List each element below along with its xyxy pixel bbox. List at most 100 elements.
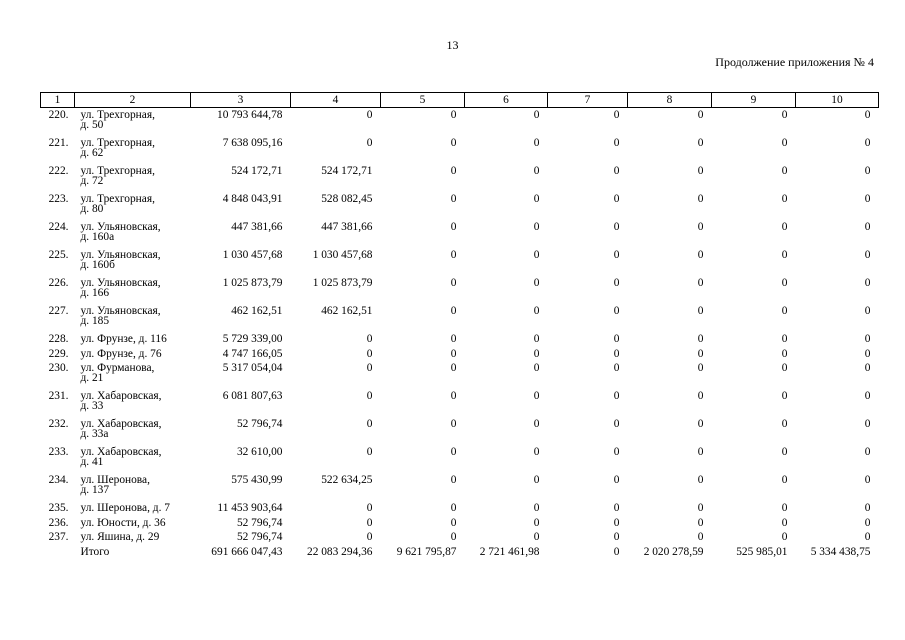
house-number-line: д. 185 bbox=[80, 315, 110, 327]
total-value-cell: 9 621 795,87 bbox=[396, 545, 457, 558]
value-cell: 0 bbox=[533, 109, 540, 121]
total-value-cell: 691 666 047,43 bbox=[211, 545, 283, 558]
row-number: 229. bbox=[48, 347, 69, 360]
address-cell: ул. Хабаровская, д. 33а bbox=[75, 418, 191, 447]
value-cell: 0 bbox=[781, 362, 788, 375]
value-cell: 11 453 903,64 bbox=[217, 502, 283, 515]
value-cell: 524 172,71 bbox=[321, 165, 373, 177]
value-cell: 52 796,74 bbox=[236, 531, 283, 544]
total-value-cell: 0 bbox=[613, 545, 620, 558]
house-number-line: д. 41 bbox=[80, 456, 104, 469]
address-line: ул. Трехгорная, bbox=[80, 165, 155, 177]
address-cell: ул. Хабаровская, д. 33 bbox=[75, 390, 191, 419]
value-cell: 6 081 807,63 bbox=[222, 390, 283, 403]
table-header: 1 2 3 4 5 6 7 8 9 10 bbox=[40, 92, 879, 108]
value-cell: 0 bbox=[613, 165, 620, 177]
column-header: 7 bbox=[547, 92, 628, 108]
table-row: 231. ул. Хабаровская, д. 33 6 081 807,63 0 0 0… bbox=[41, 390, 879, 419]
table-row: 221. ул. Трехгорная, д. 62 7 638 095,16 0 0 0 0… bbox=[41, 137, 879, 166]
address-cell: ул. Ульяновская, д. 160а bbox=[75, 221, 191, 250]
value-cell: 0 bbox=[781, 249, 788, 261]
data-table: 1 2 3 4 5 6 7 8 9 10 220. ул. Трехгорная,… bbox=[40, 92, 879, 562]
column-header: 10 bbox=[795, 92, 879, 108]
value-cell: 0 bbox=[613, 109, 620, 121]
value-cell: 0 bbox=[864, 193, 871, 205]
value-cell: 575 430,99 bbox=[231, 474, 283, 487]
value-cell: 0 bbox=[533, 502, 540, 515]
value-cell: 0 bbox=[781, 474, 788, 487]
value-cell: 0 bbox=[613, 418, 620, 431]
value-cell: 0 bbox=[366, 502, 373, 515]
value-cell: 0 bbox=[613, 221, 620, 233]
value-cell: 0 bbox=[613, 347, 620, 360]
table-row: 228. ул. Фрунзе, д. 116 5 729 339,00 0 0 0 0 0 0… bbox=[41, 333, 879, 349]
row-number: 233. bbox=[48, 446, 69, 459]
row-number: 230. bbox=[48, 362, 69, 375]
value-cell: 462 162,51 bbox=[231, 305, 283, 317]
address-line: ул. Ульяновская, bbox=[80, 221, 161, 233]
value-cell: 0 bbox=[864, 446, 871, 459]
value-cell: 0 bbox=[613, 502, 620, 515]
value-cell: 0 bbox=[781, 446, 788, 459]
value-cell: 0 bbox=[613, 446, 620, 459]
value-cell: 0 bbox=[533, 531, 540, 544]
row-number: 226. bbox=[48, 277, 69, 289]
house-number-line: д. 33 bbox=[80, 400, 104, 413]
table-row: 224. ул. Ульяновская, д. 160а 447 381,66 447… bbox=[41, 221, 879, 250]
value-cell: 0 bbox=[366, 362, 373, 375]
address-line: ул. Хабаровская, bbox=[80, 390, 162, 403]
value-cell: 1 025 873,79 bbox=[312, 277, 373, 289]
value-cell: 0 bbox=[613, 249, 620, 261]
address-cell: ул. Трехгорная, д. 62 bbox=[75, 137, 191, 166]
value-cell: 0 bbox=[613, 474, 620, 487]
value-cell: 0 bbox=[450, 347, 457, 360]
row-number: 234. bbox=[48, 474, 69, 487]
value-cell: 0 bbox=[697, 193, 704, 205]
value-cell: 52 796,74 bbox=[236, 516, 283, 529]
total-value-cell: 2 721 461,98 bbox=[479, 545, 540, 558]
house-number-line: д. 33а bbox=[80, 428, 109, 441]
column-header: 3 bbox=[190, 92, 291, 108]
value-cell: 0 bbox=[450, 362, 457, 375]
table-row: 229. ул. Фрунзе, д. 76 4 747 166,05 0 0 0 0 0 0 0 bbox=[41, 347, 879, 364]
value-cell: 0 bbox=[613, 193, 620, 205]
address-line: ул. Фрунзе, д. 76 bbox=[80, 347, 162, 360]
value-cell: 5 317 054,04 bbox=[222, 362, 283, 375]
value-cell: 0 bbox=[697, 165, 704, 177]
value-cell: 0 bbox=[366, 347, 373, 360]
value-cell: 0 bbox=[697, 333, 704, 345]
value-cell: 0 bbox=[450, 390, 457, 403]
value-cell: 0 bbox=[533, 333, 540, 345]
value-cell: 0 bbox=[697, 305, 704, 317]
row-number: 225. bbox=[48, 249, 69, 261]
address-cell: ул. Фрунзе, д. 76 bbox=[75, 347, 191, 364]
address-cell: ул. Трехгорная, д. 50 bbox=[75, 108, 191, 139]
row-number: 228. bbox=[48, 333, 69, 345]
value-cell: 7 638 095,16 bbox=[222, 137, 283, 149]
value-cell: 0 bbox=[864, 249, 871, 261]
value-cell: 0 bbox=[864, 347, 871, 360]
value-cell: 5 729 339,00 bbox=[222, 333, 283, 345]
value-cell: 0 bbox=[450, 221, 457, 233]
table-row: 230. ул. Фурманова, д. 21 5 317 054,04 0 0 0 0 0… bbox=[41, 362, 879, 391]
value-cell: 0 bbox=[613, 333, 620, 345]
house-number-line: д. 137 bbox=[80, 484, 110, 497]
table-row: 220. ул. Трехгорная, д. 50 10 793 644,78 0 0 0… bbox=[41, 108, 879, 139]
value-cell: 0 bbox=[533, 446, 540, 459]
value-cell: 0 bbox=[533, 249, 540, 261]
house-number-line: д. 21 bbox=[80, 372, 104, 385]
value-cell: 0 bbox=[781, 347, 788, 360]
value-cell: 0 bbox=[697, 531, 704, 544]
value-cell: 447 381,66 bbox=[321, 221, 373, 233]
address-line: ул. Ульяновская, bbox=[80, 249, 161, 261]
value-cell: 52 796,74 bbox=[236, 418, 283, 431]
address-cell: ул. Юности, д. 36 bbox=[75, 517, 191, 533]
total-value-cell: 2 020 278,59 bbox=[643, 545, 704, 558]
address-cell: ул. Фурманова, д. 21 bbox=[75, 362, 191, 391]
value-cell: 0 bbox=[450, 502, 457, 515]
row-number: 222. bbox=[48, 165, 69, 177]
value-cell: 462 162,51 bbox=[321, 305, 373, 317]
value-cell: 0 bbox=[697, 446, 704, 459]
value-cell: 0 bbox=[864, 221, 871, 233]
value-cell: 0 bbox=[864, 502, 871, 515]
